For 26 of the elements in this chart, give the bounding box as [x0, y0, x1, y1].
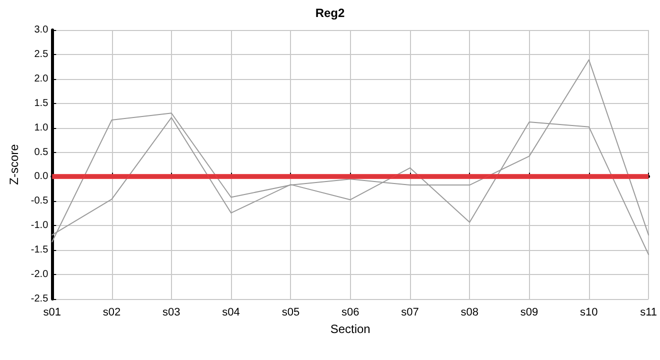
y-axis-title: Z-score	[7, 144, 21, 185]
x-tick-label: s02	[102, 306, 121, 318]
y-tick-label: -2.0	[30, 269, 49, 280]
y-tick-label: 1.0	[34, 122, 49, 134]
x-tick-label: s04	[222, 306, 240, 318]
y-tick-label: 3.0	[34, 24, 49, 36]
y-tick-label: 1.5	[34, 98, 49, 109]
x-tick-label: s03	[162, 306, 180, 318]
x-tick-label: s09	[520, 306, 538, 318]
y-tick-label: -1.0	[30, 220, 49, 232]
x-tick-label: s06	[341, 306, 360, 318]
y-tick-label: -1.5	[30, 244, 49, 256]
y-tick-label: -0.5	[30, 196, 49, 207]
y-tick-label: 0.0	[34, 171, 49, 182]
y-tick-label: 2.5	[34, 48, 49, 60]
y-tick-label: 2.0	[34, 73, 49, 84]
x-tick-label: s11	[640, 306, 657, 318]
x-tick-label: s07	[401, 306, 419, 318]
x-tick-label: s01	[43, 306, 62, 318]
chart-title: Reg2	[315, 6, 345, 20]
x-tick-label: s08	[460, 306, 478, 318]
y-tick-label: -2.5	[30, 294, 49, 304]
y-tick-label: 0.5	[34, 146, 49, 158]
x-tick-label: s05	[282, 306, 300, 318]
x-tick-label: s10	[580, 306, 598, 318]
x-axis-title: Section	[330, 322, 370, 336]
